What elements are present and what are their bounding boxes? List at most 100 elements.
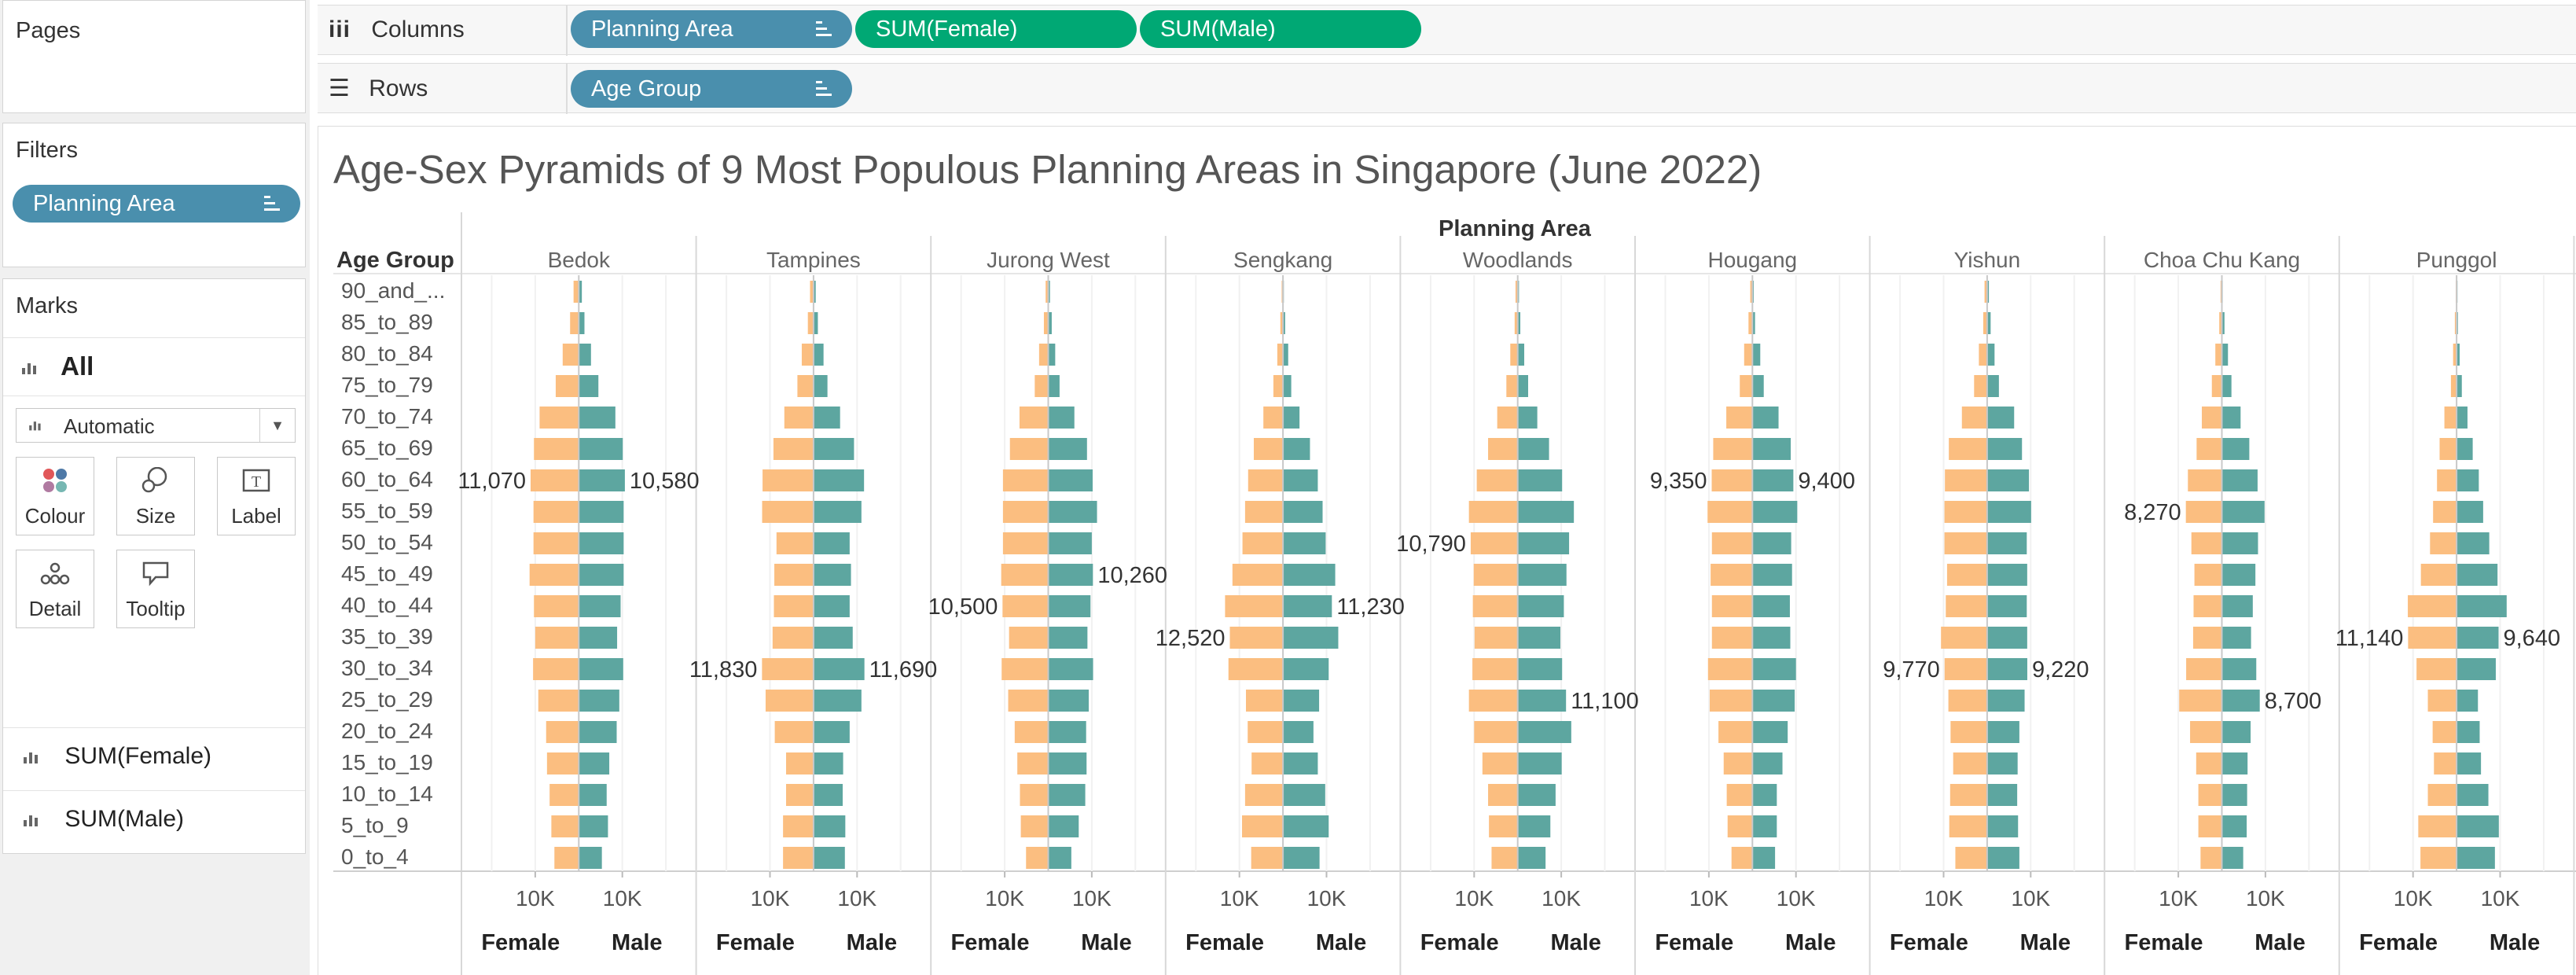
measure-row-male[interactable]: SUM(Male) [24,806,184,833]
column-pill-sum-male[interactable]: SUM(Male) [1140,10,1421,48]
female-bar [554,847,579,869]
marks-card: Marks All Automatic ▼ Colour Size T [2,278,306,854]
measure-row-female[interactable]: SUM(Female) [24,743,211,770]
female-bar [1944,501,1987,523]
side-panel: Pages Filters Planning Area Marks All Au… [0,0,310,975]
female-bar [1468,690,1518,712]
columns-shelf[interactable]: iii Columns Planning Area SUM(Female) SU… [318,5,2576,56]
male-bar [1048,438,1087,460]
filters-card[interactable]: Filters Planning Area [2,123,306,267]
tick-label: 10K [2011,886,2050,911]
column-pill-sum-female[interactable]: SUM(Female) [855,10,1137,48]
pages-card[interactable]: Pages [2,0,306,113]
female-bar [1014,721,1049,743]
male-bar [1752,815,1777,837]
male-bar [1986,532,2027,554]
female-bar [1472,595,1518,617]
female-bar [1723,752,1753,774]
male-bar [1283,312,1285,334]
male-bar [2221,564,2256,586]
columns-shelf-label: iii Columns [329,17,465,43]
male-bar [1752,469,1794,491]
female-bar [1514,312,1518,334]
female-bar [1476,469,1518,491]
female-bar [1984,281,1987,303]
chevron-down-icon[interactable]: ▼ [259,409,295,442]
male-bar [1517,627,1560,649]
female-bar [801,344,814,366]
female-bar [2427,690,2457,712]
female-bar [1280,312,1284,334]
age-group-label: 85_to_89 [341,310,433,334]
measure-label: SUM(Male) [64,806,185,832]
chart-title: Age-Sex Pyramids of 9 Most Populous Plan… [333,147,1762,192]
male-bar [2221,532,2258,554]
female-bar [2191,532,2222,554]
female-bar [1946,564,1987,586]
rows-shelf-label: ☰ Rows [329,75,428,102]
female-bar [1020,784,1049,806]
female-bar [2185,501,2222,523]
age-group-label: 60_to_64 [341,467,433,491]
male-bar [579,690,619,712]
female-bar [1731,847,1753,869]
data-label: 11,830 [689,657,758,682]
female-bar [1242,815,1284,837]
male-bar [1517,469,1563,491]
age-group-label: 80_to_84 [341,341,433,366]
detail-button[interactable]: Detail [16,550,94,628]
male-bar [1752,501,1798,523]
female-bar [1482,752,1518,774]
male-bar [813,312,818,334]
female-bar [1273,375,1284,397]
female-bar [1002,595,1049,617]
age-group-label: 50_to_54 [341,530,433,554]
filter-pill-planning-area[interactable]: Planning Area [13,185,300,223]
female-bar [2196,752,2222,774]
male-bar [2457,752,2482,774]
rows-shelf[interactable]: ☰ Rows Age Group [318,63,2576,114]
female-bar [2433,501,2457,523]
female-bar [1748,312,1753,334]
axis-title-female: Female [1655,930,1733,955]
male-bar [2221,438,2250,460]
male-bar [1986,627,2027,649]
male-bar [2221,501,2265,523]
male-bar [1283,501,1323,523]
female-bar [1491,847,1518,869]
male-bar [1048,658,1093,680]
female-bar [1244,784,1284,806]
male-bar [2457,627,2499,649]
female-bar [2450,375,2457,397]
female-bar [1228,658,1284,680]
female-bar [2219,312,2222,334]
male-bar [1986,375,1999,397]
tooltip-icon [117,560,194,593]
axis-title-male: Male [1550,930,1600,955]
label-button[interactable]: T Label [217,457,296,535]
female-bar [1710,690,1753,712]
female-bar [776,532,814,554]
marks-all-row[interactable]: All [22,351,94,381]
male-bar [1283,690,1320,712]
tooltip-button[interactable]: Tooltip [116,550,195,628]
mark-type-dropdown[interactable]: Automatic ▼ [16,408,296,443]
axis-title-male: Male [1785,930,1836,955]
female-bar [1001,658,1049,680]
female-bar [2408,627,2457,649]
axis-title-female: Female [716,930,795,955]
size-button[interactable]: Size [116,457,195,535]
row-pill-age-group[interactable]: Age Group [571,70,852,108]
female-bar [1043,312,1049,334]
male-bar [2221,721,2251,743]
column-pill-planning-area[interactable]: Planning Area [571,10,852,48]
female-bar [1740,375,1753,397]
female-bar [1263,407,1284,429]
female-bar [1009,627,1049,649]
tick-label: 10K [1924,886,1964,911]
female-bar [785,784,814,806]
colour-button[interactable]: Colour [16,457,94,535]
female-bar [1225,595,1284,617]
female-bar [1961,407,1987,429]
female-bar [784,407,814,429]
